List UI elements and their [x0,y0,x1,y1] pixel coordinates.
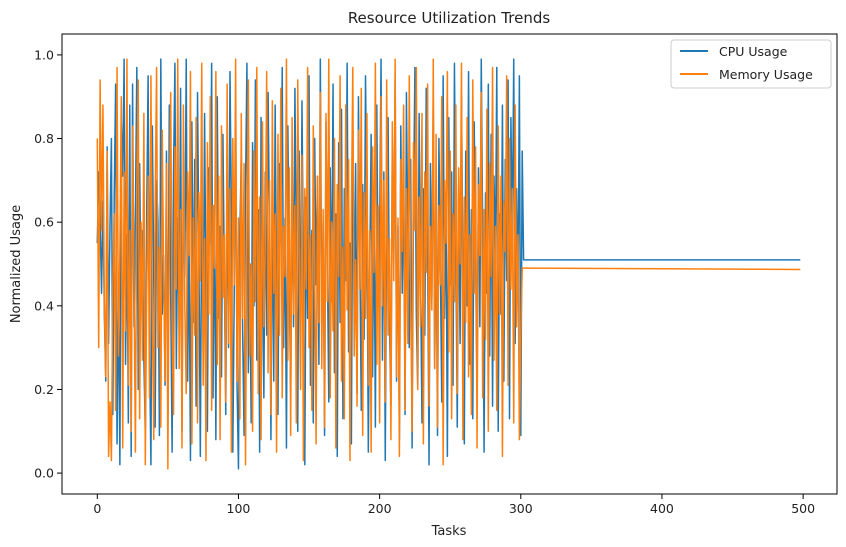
x-tick-label: 400 [650,501,674,516]
legend-label-memory: Memory Usage [719,67,813,82]
series-line-memory [96,58,801,470]
x-axis-title: Tasks [431,524,467,539]
y-tick-label: 0.2 [34,382,54,397]
chart-title: Resource Utilization Trends [348,9,551,27]
x-axis: 0 100 200 300 400 500 [93,494,815,516]
x-tick-label: 0 [93,501,101,516]
legend-label-cpu: CPU Usage [719,44,788,59]
x-tick-label: 500 [791,501,815,516]
x-tick-label: 300 [509,501,533,516]
plot-frame [61,33,838,495]
y-tick-label: 0.8 [34,131,54,146]
legend: CPU Usage Memory Usage [670,39,832,89]
y-tick-label: 1.0 [34,47,54,62]
series-line-cpu [96,58,801,470]
y-axis-title: Normalized Usage [9,205,24,323]
y-tick-label: 0.6 [34,215,54,230]
y-tick-label: 0.4 [34,298,54,313]
y-axis: 0.0 0.2 0.4 0.6 0.8 1.0 [34,47,62,481]
legend-box [670,39,832,89]
x-tick-label: 200 [368,501,392,516]
x-tick-label: 100 [227,501,251,516]
series-lines [96,58,801,470]
y-tick-label: 0.0 [34,466,54,481]
